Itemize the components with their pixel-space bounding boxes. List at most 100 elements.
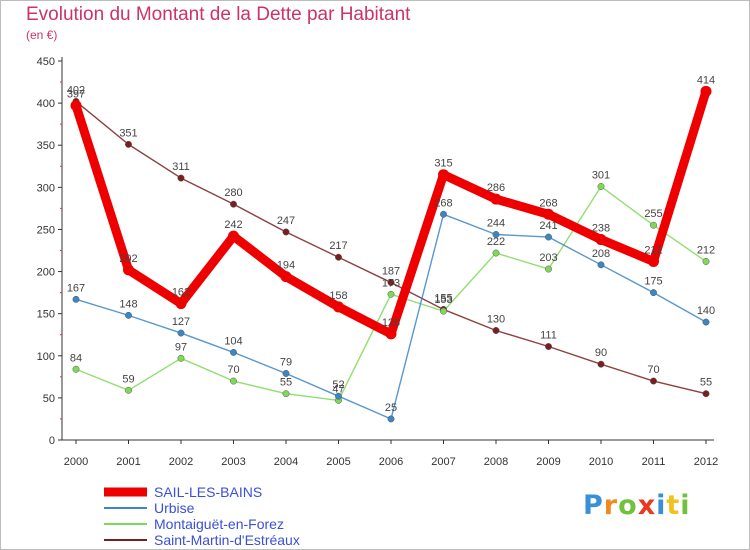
y-tick-label: 450 xyxy=(37,56,55,68)
x-tick-label: 2005 xyxy=(326,456,350,468)
legend-label: Montaiguët-en-Forez xyxy=(154,516,284,532)
data-point xyxy=(595,234,607,246)
data-label: 70 xyxy=(227,364,239,376)
data-label: 111 xyxy=(540,330,557,342)
data-point xyxy=(70,100,82,112)
data-label: 126 xyxy=(382,317,400,329)
data-point xyxy=(597,360,605,368)
data-point xyxy=(387,415,395,423)
data-label: 175 xyxy=(644,276,662,288)
data-point xyxy=(335,253,342,261)
data-label: 167 xyxy=(67,282,85,294)
data-point xyxy=(72,295,80,303)
data-label: 130 xyxy=(487,314,505,326)
data-point xyxy=(387,290,395,298)
data-point xyxy=(387,279,395,286)
data-point xyxy=(282,390,290,398)
data-point xyxy=(440,307,447,315)
data-point xyxy=(123,264,134,276)
data-label: 90 xyxy=(595,347,607,359)
data-label: 70 xyxy=(647,364,659,376)
data-point xyxy=(492,249,500,257)
data-label: 217 xyxy=(329,240,347,252)
data-point xyxy=(700,85,712,97)
data-label: 153 xyxy=(434,294,452,306)
data-label: 268 xyxy=(539,197,557,209)
x-tick-label: 2012 xyxy=(694,456,718,468)
data-point xyxy=(543,208,554,220)
data-label: 148 xyxy=(119,298,137,310)
data-point xyxy=(177,174,185,182)
data-label: 55 xyxy=(280,377,292,389)
data-point xyxy=(650,377,657,385)
data-point xyxy=(490,193,502,205)
data-label: 247 xyxy=(277,215,295,227)
data-label: 208 xyxy=(592,248,610,260)
data-point xyxy=(650,289,657,297)
y-tick-label: 400 xyxy=(37,98,55,110)
data-label: 351 xyxy=(119,127,137,139)
data-label: 25 xyxy=(385,402,397,414)
data-point xyxy=(125,311,132,319)
data-label: 173 xyxy=(382,277,400,289)
data-point xyxy=(72,365,80,373)
y-tick-label: 250 xyxy=(37,224,55,236)
legend-label: Saint-Martin-d'Estréaux xyxy=(154,532,300,548)
data-point xyxy=(282,370,290,377)
data-label: 315 xyxy=(434,158,452,170)
data-label: 187 xyxy=(382,266,400,278)
data-label: 397 xyxy=(67,89,85,101)
data-labels: 402 351 311 280 247 217 187 155 130 111 90 70 55 84 59… xyxy=(67,74,715,414)
data-point xyxy=(702,318,710,326)
legend-label: SAIL-LES-BAINS xyxy=(154,484,262,500)
data-point xyxy=(230,377,237,385)
x-tick-label: 2004 xyxy=(274,456,298,468)
data-label: 84 xyxy=(70,352,82,364)
data-point xyxy=(177,329,185,337)
y-tick-label: 100 xyxy=(37,351,55,363)
axes: 0 50 100 150 200 250 300 350 400 450 2000 2001 2002 2… xyxy=(37,56,719,468)
data-label: 222 xyxy=(487,236,505,248)
x-tick-label: 2008 xyxy=(484,456,508,468)
x-tick-label: 2003 xyxy=(221,456,245,468)
data-label: 212 xyxy=(644,244,662,256)
data-point xyxy=(545,343,552,350)
data-label: 140 xyxy=(697,305,715,317)
y-tick-label: 200 xyxy=(37,267,55,279)
data-point xyxy=(492,231,500,238)
y-tick-label: 350 xyxy=(37,140,55,152)
data-label: 255 xyxy=(644,208,662,220)
data-point xyxy=(335,392,342,400)
chart-unit: (en €) xyxy=(26,28,58,42)
series-points xyxy=(70,85,712,423)
data-label: 203 xyxy=(539,252,557,264)
data-label: 158 xyxy=(329,290,347,302)
data-label: 47 xyxy=(332,383,344,395)
data-label: 194 xyxy=(277,260,295,272)
data-point xyxy=(333,301,344,313)
data-label: 79 xyxy=(280,356,292,368)
data-label: 244 xyxy=(487,217,505,229)
legend-label: Urbise xyxy=(154,500,195,516)
data-label: 59 xyxy=(122,373,134,385)
data-point xyxy=(702,257,710,265)
x-tick-label: 2011 xyxy=(642,456,666,468)
data-point xyxy=(438,169,449,181)
data-label: 286 xyxy=(487,182,505,194)
x-tick-label: 2001 xyxy=(116,456,140,468)
data-point xyxy=(125,386,132,394)
data-label: 242 xyxy=(224,219,242,231)
data-label: 52 xyxy=(332,379,344,391)
data-point xyxy=(650,221,657,229)
x-tick-label: 2000 xyxy=(64,456,88,468)
y-tick-label: 300 xyxy=(37,182,55,194)
data-point xyxy=(282,228,290,236)
x-tick-label: 2007 xyxy=(431,456,455,468)
data-point xyxy=(125,140,132,148)
data-label: 155 xyxy=(434,292,452,304)
y-tick-label: 0 xyxy=(49,435,55,447)
data-label: 280 xyxy=(224,187,242,199)
data-label: 311 xyxy=(172,161,190,173)
data-point xyxy=(440,210,447,218)
